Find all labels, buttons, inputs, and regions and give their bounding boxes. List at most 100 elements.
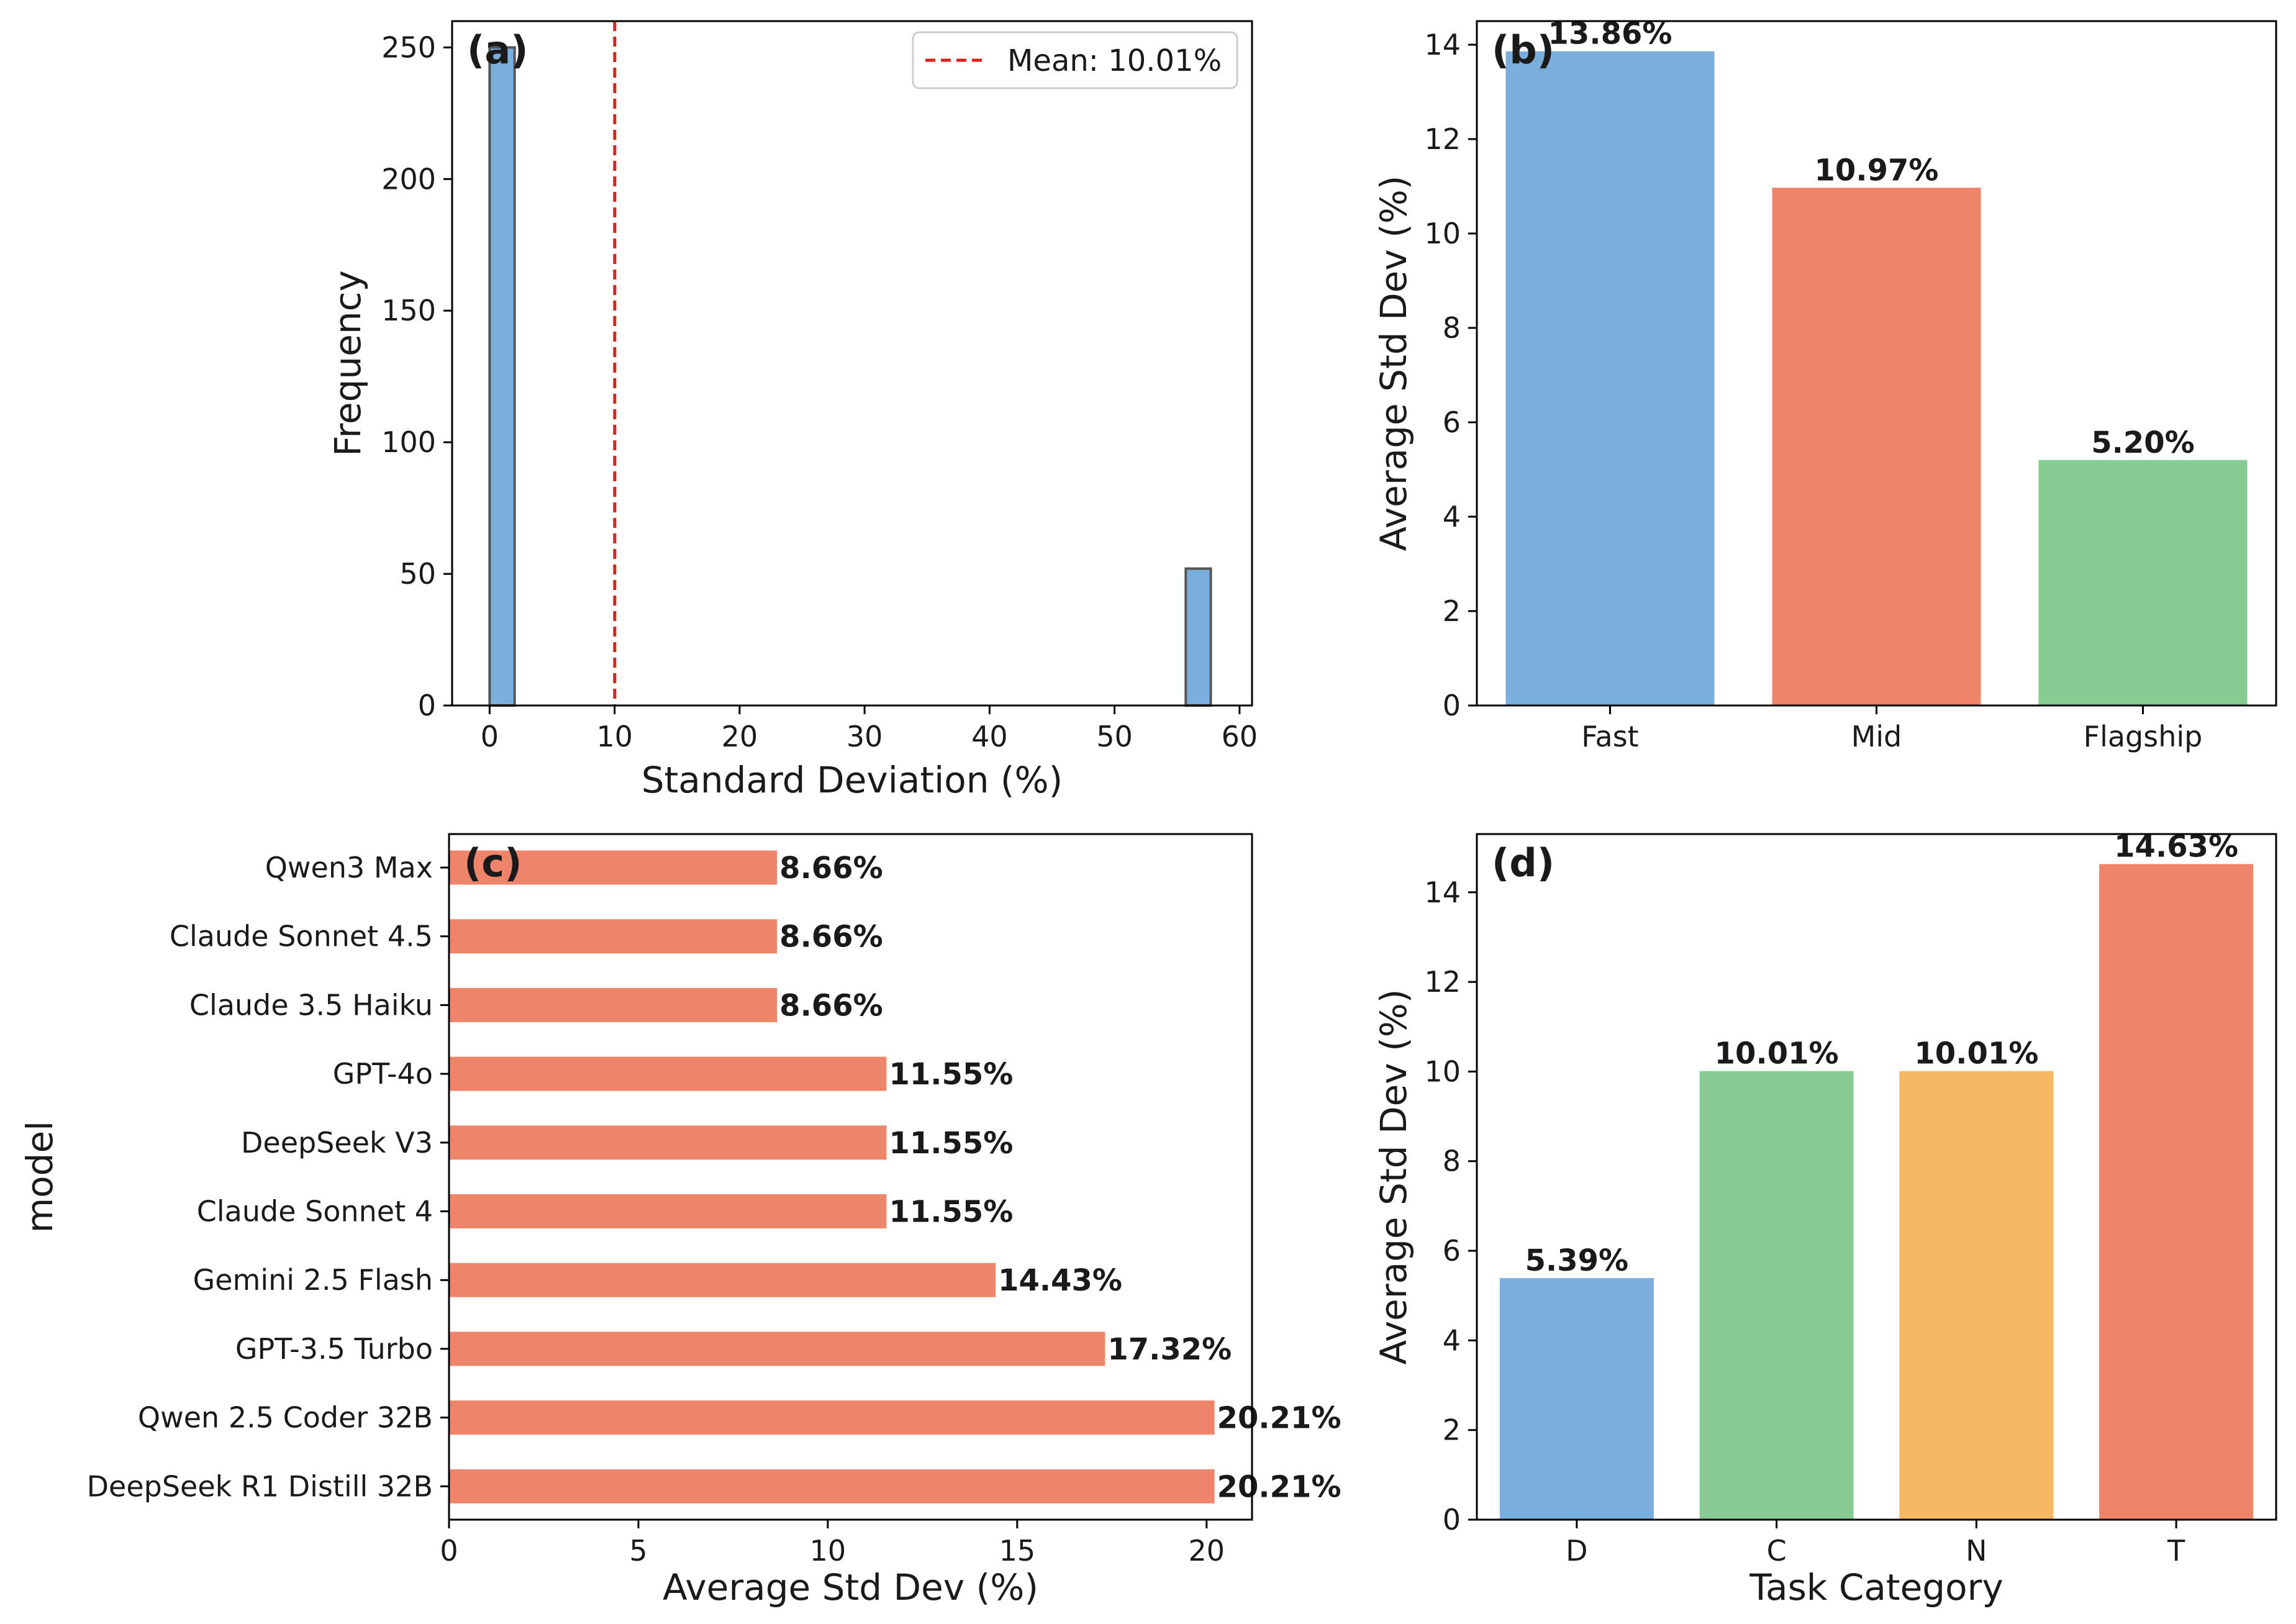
bar-value-label: 8.66% (779, 920, 883, 955)
bar-value-label: 5.39% (1525, 1243, 1629, 1278)
panel-a-frame (451, 20, 1253, 707)
x-tick-label: Mid (1851, 720, 1902, 753)
x-tick-label: N (1966, 1534, 1987, 1567)
model-name-label: Gemini 2.5 Flash (193, 1263, 433, 1297)
bar-n (1899, 1071, 2054, 1520)
panel-c-horizontal-bar-chart: 8.66% Qwen3 Max 8.66% Claude Sonnet 4.5 8.66… (19, 833, 1341, 1608)
bar-value-label: 20.21% (1217, 1469, 1341, 1504)
y-tick-label: 14 (1424, 876, 1461, 909)
model-name-label: Qwen3 Max (265, 851, 433, 884)
bar-value-label: 8.66% (779, 988, 883, 1023)
y-tick-label: 100 (381, 425, 436, 459)
model-name-label: GPT-3.5 Turbo (235, 1332, 433, 1366)
y-tick-label: 14 (1424, 28, 1461, 61)
bar-fast (1505, 51, 1715, 705)
model-bar (449, 919, 778, 954)
panel-frame (1476, 20, 2277, 707)
bar-value-label: 10.01% (1914, 1037, 2038, 1071)
bar-c (1699, 1071, 1854, 1520)
model-name-label: Qwen 2.5 Coder 32B (138, 1401, 433, 1435)
panel-label: (c) (464, 840, 522, 886)
y-axis-label: Average Std Dev (%) (1373, 989, 1415, 1365)
panel-label: (b) (1492, 27, 1554, 73)
y-tick-label: 250 (381, 30, 436, 64)
x-tick-label: 0 (440, 1534, 458, 1567)
y-tick-label: 6 (1443, 406, 1461, 439)
x-tick-label: 0 (481, 720, 499, 753)
y-tick-label: 0 (1443, 1503, 1461, 1536)
x-tick-label: 40 (971, 720, 1008, 753)
model-bar (449, 1125, 887, 1160)
x-tick-label: D (1566, 1534, 1587, 1567)
y-tick-label: 10 (1424, 217, 1461, 250)
x-tick-label: C (1767, 1534, 1787, 1567)
panel-d-bar-chart: 5.39% D 10.01% C 10.01% N 14.63% T 0 2 4 6 8 10 12 14 Av… (1373, 829, 2277, 1608)
histogram-bar-0 (488, 46, 516, 707)
model-name-label: Claude Sonnet 4.5 (170, 920, 433, 953)
legend-mean-label: Mean: 10.01% (1007, 43, 1222, 78)
x-tick-label: 5 (629, 1534, 647, 1567)
x-axis-label: Average Std Dev (%) (663, 1566, 1038, 1608)
histogram-bar-1 (1184, 567, 1212, 707)
bar-value-label: 11.55% (889, 1126, 1013, 1161)
model-bar (449, 1400, 1215, 1435)
bar-value-label: 11.55% (889, 1057, 1013, 1092)
model-bar (449, 1469, 1215, 1504)
model-bar (449, 1263, 996, 1297)
model-bar (449, 987, 778, 1022)
bar-value-label: 11.55% (889, 1195, 1013, 1230)
model-name-label: DeepSeek V3 (241, 1126, 433, 1159)
panel-b-bar-chart: 13.86% Fast 10.97% Mid 5.20% Flagship 0 2 4 6 8 10 1… (1373, 17, 2277, 753)
legend-box (912, 31, 1238, 89)
x-tick-label: 60 (1222, 720, 1258, 753)
model-name-label: DeepSeek R1 Distill 32B (87, 1469, 433, 1503)
model-bar (449, 1331, 1105, 1366)
y-tick-label: 200 (381, 162, 436, 196)
model-name-label: Claude 3.5 Haiku (189, 988, 433, 1022)
y-axis-label: Average Std Dev (%) (1373, 176, 1415, 551)
bar-value-label: 17.32% (1107, 1332, 1232, 1367)
y-tick-label: 0 (418, 689, 436, 722)
x-tick-label: 10 (596, 720, 633, 753)
y-tick-label: 4 (1443, 1323, 1461, 1357)
y-tick-label: 4 (1443, 500, 1461, 533)
model-name-label: GPT-4o (333, 1057, 433, 1091)
y-axis-label: model (19, 1121, 61, 1233)
x-tick-label: 20 (1189, 1534, 1225, 1567)
y-tick-label: 8 (1443, 311, 1461, 345)
panel-label: (d) (1492, 840, 1554, 886)
x-tick-label: T (2167, 1534, 2185, 1567)
panel-label: (a) (467, 27, 529, 73)
bar-value-label: 8.66% (779, 851, 883, 886)
model-bar (449, 1056, 887, 1091)
y-tick-label: 150 (381, 294, 436, 327)
y-tick-label: 8 (1443, 1145, 1461, 1178)
bar-value-label: 13.86% (1548, 17, 1672, 52)
bar-flagship (2038, 460, 2248, 705)
bar-d (1499, 1278, 1654, 1520)
panel-frame (1476, 833, 2277, 1521)
x-tick-label: 30 (846, 720, 883, 753)
panel-c-frame (448, 833, 1253, 1521)
y-tick-label: 12 (1424, 122, 1461, 156)
bar-t (2099, 864, 2254, 1520)
y-tick-label: 0 (1443, 689, 1461, 722)
x-tick-label: 20 (722, 720, 758, 753)
bar-value-label: 10.01% (1715, 1037, 1839, 1071)
model-name-label: Claude Sonnet 4 (197, 1195, 433, 1228)
x-tick-label: 15 (999, 1534, 1036, 1567)
y-tick-label: 2 (1443, 1413, 1461, 1447)
x-tick-label: Flagship (2084, 720, 2203, 753)
y-tick-label: 6 (1443, 1234, 1461, 1268)
y-tick-label: 2 (1443, 594, 1461, 628)
bar-value-label: 5.20% (2091, 425, 2195, 460)
y-axis-label: Frequency (327, 270, 369, 456)
bar-mid (1772, 188, 1981, 705)
bar-value-label: 10.97% (1815, 153, 1939, 188)
x-axis-label: Task Category (1749, 1566, 2003, 1608)
x-tick-label: 10 (810, 1534, 846, 1567)
y-tick-label: 50 (399, 557, 436, 591)
y-tick-label: 12 (1424, 965, 1461, 999)
bar-value-label: 14.43% (998, 1263, 1122, 1298)
